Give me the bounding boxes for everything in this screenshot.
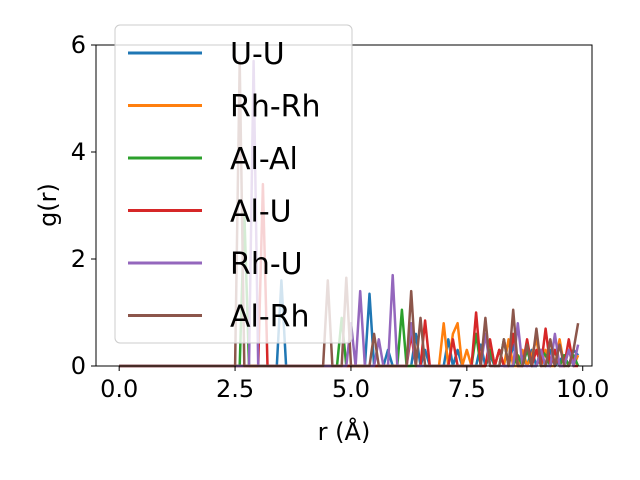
legend-box <box>114 24 353 344</box>
x-tick-label: 2.5 <box>216 375 254 403</box>
y-tick-label: 4 <box>71 138 86 166</box>
y-tick-label: 2 <box>71 245 86 273</box>
x-axis-label: r (Å) <box>318 417 371 446</box>
legend-label-rh-u: Rh-U <box>230 247 303 282</box>
y-axis-label: g(r) <box>34 183 62 227</box>
legend-label-al-al: Al-Al <box>230 142 298 177</box>
legend-label-rh-rh: Rh-Rh <box>230 90 321 125</box>
legend-label-u-u: U-U <box>230 37 285 72</box>
legend: U-U Rh-Rh Al-Al Al-U Rh-U Al-Rh <box>114 24 353 344</box>
legend-label-al-rh: Al-Rh <box>230 300 310 335</box>
y-tick-label: 0 <box>71 352 86 380</box>
x-tick-label: 0.0 <box>100 375 138 403</box>
legend-label-al-u: Al-U <box>230 195 292 230</box>
x-tick-label: 10.0 <box>556 375 609 403</box>
y-axis-ticks: 0 2 4 6 <box>71 31 96 380</box>
y-tick-label: 6 <box>71 31 86 59</box>
x-tick-label: 5.0 <box>332 375 370 403</box>
x-axis-ticks: 0.0 2.5 5.0 7.5 10.0 <box>100 366 609 403</box>
x-tick-label: 7.5 <box>448 375 486 403</box>
